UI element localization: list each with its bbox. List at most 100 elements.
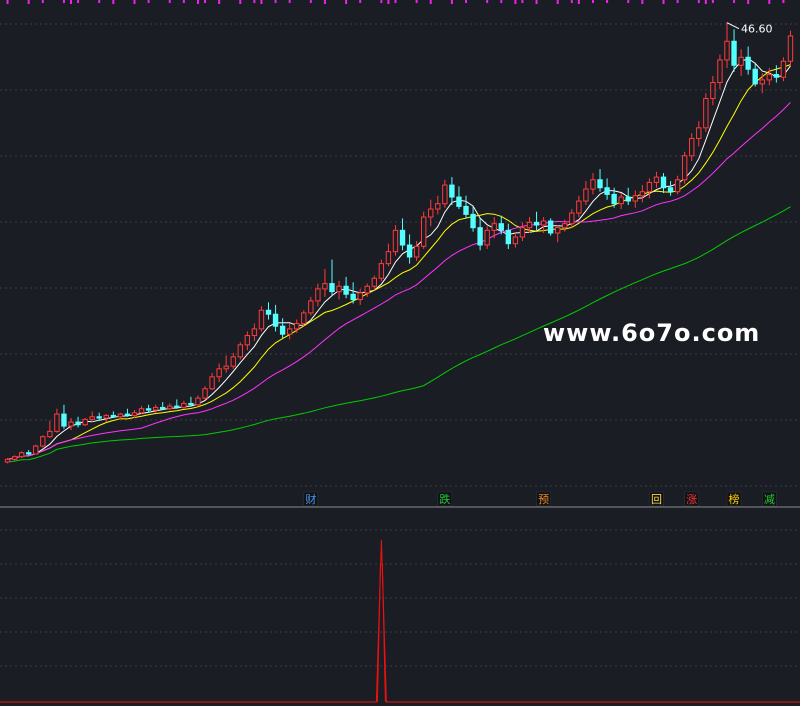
- candle-body: [442, 184, 448, 205]
- watermark: www.6o7o.com: [543, 319, 760, 347]
- high-price-marker: 46.60: [726, 22, 772, 36]
- candle-body: [308, 300, 314, 314]
- signal-tick: [323, 0, 326, 4]
- signal-marker-box: [649, 491, 664, 507]
- high-price-pointer: [726, 22, 740, 30]
- candle-body: [583, 188, 589, 202]
- signal-tick: [41, 0, 44, 3]
- candle-body: [526, 221, 533, 229]
- signal-tick: [556, 0, 559, 4]
- candle-body: [343, 285, 349, 295]
- candle-body: [378, 263, 385, 279]
- signal-tick: [394, 0, 397, 3]
- candle-body: [555, 227, 561, 234]
- ma20-line: [7, 101, 791, 460]
- candle-body: [350, 293, 356, 301]
- candle-body: [703, 98, 709, 129]
- candle-body: [470, 213, 476, 229]
- candle-body: [124, 413, 131, 416]
- candle-body: [667, 187, 674, 193]
- candle-body: [780, 60, 787, 78]
- candle-body: [188, 402, 194, 406]
- signal-tick: [70, 0, 73, 4]
- signal-tick: [309, 0, 312, 3]
- candle-body: [54, 413, 60, 432]
- candle-body: [167, 405, 173, 410]
- candle-body: [639, 191, 646, 197]
- signal-marker-label: 财: [305, 492, 316, 506]
- signal-tick: [627, 0, 630, 3]
- signal-tick: [239, 0, 242, 4]
- candle-body: [18, 452, 25, 458]
- candle-body: [413, 245, 420, 258]
- candle-body: [364, 285, 370, 294]
- signal-marker: 跌: [437, 491, 453, 507]
- signal-tick: [606, 0, 609, 3]
- signal-marker: 回: [649, 491, 664, 507]
- candle-body: [759, 79, 765, 85]
- signal-marker: 减: [762, 491, 777, 507]
- signal-tick: [112, 0, 115, 4]
- signal-tick: [168, 0, 171, 3]
- candle-body: [392, 229, 399, 253]
- candle-body: [484, 229, 490, 246]
- candle-body: [717, 59, 723, 84]
- candle-body: [787, 35, 794, 62]
- signal-tick: [450, 0, 453, 4]
- candle-body: [26, 452, 32, 455]
- signal-tick: [98, 0, 101, 3]
- candle-body: [512, 236, 519, 245]
- candle-body: [138, 408, 145, 414]
- signal-tick: [662, 0, 665, 4]
- signal-tick: [782, 0, 785, 3]
- ma10-line: [7, 64, 791, 460]
- candle-body: [519, 227, 526, 238]
- candle-body: [33, 445, 39, 455]
- candle-body: [540, 220, 547, 226]
- signal-tick: [204, 0, 207, 3]
- candle-body: [61, 413, 67, 427]
- candle-body: [301, 312, 307, 325]
- candle-body: [646, 181, 653, 193]
- candle-body: [399, 229, 406, 246]
- signal-tick: [641, 0, 644, 4]
- candle-body: [336, 285, 342, 293]
- candle-body: [731, 40, 737, 66]
- signal-tick: [514, 0, 517, 4]
- candle-body: [131, 412, 138, 416]
- signal-tick: [733, 0, 736, 3]
- signal-tick: [535, 0, 538, 4]
- candle-body: [202, 388, 208, 399]
- signal-tick: [676, 0, 679, 3]
- signal-marker-label: 预: [538, 493, 549, 506]
- candle-body: [181, 402, 187, 408]
- signal-tick: [288, 0, 291, 3]
- signal-tick: [196, 0, 199, 4]
- candle-body: [569, 212, 575, 225]
- signal-tick: [218, 0, 221, 4]
- candle-body: [82, 418, 88, 426]
- candle-body: [145, 408, 152, 411]
- candle-body: [491, 223, 497, 231]
- signal-marker-label: 减: [764, 493, 775, 506]
- signal-tick: [182, 0, 185, 3]
- indicator-line: [0, 539, 800, 703]
- signal-marker: 涨: [684, 491, 699, 507]
- candle-body: [681, 155, 688, 181]
- candle-body: [745, 56, 751, 70]
- top-signal-ticks: [6, 0, 785, 4]
- candle-body: [660, 176, 667, 189]
- signal-marker-box: [726, 491, 742, 507]
- indicator-line-inner: [376, 563, 386, 703]
- candle-body: [625, 196, 631, 202]
- candle-body: [152, 406, 159, 411]
- candle-body: [696, 127, 702, 139]
- candle-body: [265, 309, 272, 315]
- signal-marker-box: [437, 491, 453, 507]
- candle-body: [576, 200, 582, 214]
- signal-tick: [260, 0, 263, 4]
- candlestick-series: [4, 22, 794, 464]
- candle-body: [4, 458, 11, 463]
